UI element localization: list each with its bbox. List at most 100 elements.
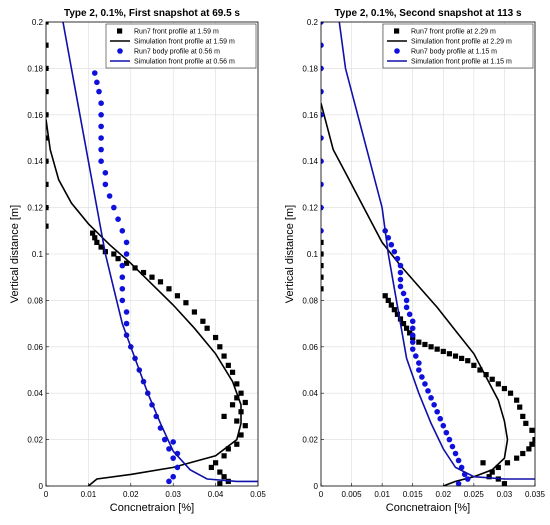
- data-point-square: [385, 297, 391, 303]
- legend-label: Run7 body profile at 0.56 m: [134, 49, 220, 56]
- data-point-square: [486, 474, 492, 480]
- y-tick-label: 0: [39, 482, 44, 491]
- data-point-square: [229, 369, 236, 375]
- data-point-circle: [437, 415, 444, 422]
- data-point-square: [514, 397, 520, 403]
- x-tick-label: 0: [44, 490, 49, 499]
- chart-2: 0 0.005 0.01 0.015 0.02 0.025 0.03 0.035 0 0.02 0.…: [284, 8, 546, 514]
- data-point-square: [217, 344, 223, 350]
- data-point-circle: [115, 216, 121, 222]
- data-point-square: [234, 395, 240, 401]
- data-point-square: [46, 181, 49, 187]
- data-point-square: [204, 325, 210, 331]
- y-tick-label: 0.1: [307, 250, 319, 259]
- data-point-circle: [123, 309, 130, 315]
- data-point-square: [225, 362, 231, 368]
- y-tick-label: 0.18: [27, 64, 43, 73]
- data-point-square: [90, 230, 96, 236]
- y-tick-label: 0.2: [307, 18, 319, 27]
- data-point-square: [98, 244, 104, 250]
- data-point-square: [111, 251, 117, 257]
- data-point-square: [221, 353, 227, 359]
- data-point-square: [523, 420, 529, 426]
- data-point-square: [229, 402, 236, 408]
- data-point-square: [480, 460, 486, 466]
- data-point-square: [46, 112, 49, 118]
- data-point-circle: [397, 269, 404, 276]
- x-tick-label: 0.005: [342, 490, 363, 499]
- data-point-circle: [98, 100, 104, 106]
- data-point-circle: [170, 455, 176, 461]
- data-point-square: [46, 135, 49, 141]
- data-point-circle: [428, 395, 434, 401]
- legend: Run7 front profile at 1.59 m Simulation f…: [105, 23, 257, 69]
- data-point-square: [520, 450, 526, 457]
- data-point-circle: [321, 42, 324, 48]
- data-point-circle: [102, 181, 109, 188]
- y-tick-label: 0.16: [27, 111, 43, 120]
- data-point-square: [404, 325, 410, 331]
- data-point-circle: [409, 318, 416, 325]
- data-point-square: [46, 42, 49, 48]
- y-tick-label: 0.02: [27, 436, 43, 445]
- data-point-circle: [391, 248, 398, 255]
- data-point-square: [394, 311, 401, 317]
- data-point-circle: [394, 255, 401, 262]
- legend-label: Run7 front profile at 2.29 m: [411, 29, 496, 36]
- y-tick-label: 0.08: [302, 296, 318, 305]
- data-point-circle: [123, 239, 130, 246]
- data-point-square: [501, 385, 508, 392]
- x-tick-label: 0.015: [403, 490, 424, 499]
- data-point-circle: [449, 443, 456, 450]
- data-point-square: [428, 344, 434, 350]
- data-point-circle: [94, 79, 100, 86]
- data-point-square: [407, 330, 413, 336]
- y-tick-label: 0.12: [302, 204, 318, 213]
- data-point-circle: [400, 290, 407, 297]
- series-line: [338, 22, 535, 480]
- data-point-square: [388, 302, 394, 308]
- data-point-circle: [98, 158, 104, 164]
- y-tick-label: 0.14: [27, 157, 43, 166]
- legend-label: Run7 body profile at 1.15 m: [411, 49, 497, 56]
- data-point-circle: [446, 436, 453, 443]
- series-line: [46, 119, 242, 486]
- y-tick-label: 0.06: [302, 343, 318, 352]
- x-tick-label: 0.03: [497, 490, 513, 499]
- data-point-circle: [98, 135, 104, 141]
- data-point-circle: [96, 88, 102, 95]
- data-point-square: [504, 460, 511, 466]
- y-axis-label: Vertical distance [m]: [284, 205, 296, 303]
- data-point-square: [157, 279, 164, 285]
- legend-circle-swatch: [394, 48, 400, 54]
- data-point-circle: [416, 367, 422, 373]
- legend-label: Simulation front profile at 1.15 m: [411, 59, 512, 66]
- legend-box: [382, 23, 534, 69]
- data-point-square: [532, 437, 535, 443]
- data-point-square: [46, 22, 49, 25]
- data-point-circle: [452, 450, 459, 457]
- data-point-circle: [425, 388, 431, 394]
- data-point-square: [459, 355, 465, 361]
- data-point-circle: [321, 181, 324, 188]
- legend-box: [105, 23, 257, 69]
- y-tick-label: 0.14: [302, 157, 318, 166]
- data-point-square: [321, 263, 324, 269]
- data-point-square: [507, 390, 514, 396]
- y-tick-label: 0.2: [32, 18, 44, 27]
- data-point-square: [321, 286, 324, 292]
- data-point-square: [483, 372, 489, 378]
- data-point-circle: [431, 402, 437, 408]
- data-point-square: [465, 358, 471, 364]
- data-point-square: [149, 274, 155, 280]
- data-point-circle: [123, 251, 130, 257]
- data-point-circle: [406, 311, 413, 318]
- data-point-square: [46, 158, 49, 164]
- x-tick-label: 0.03: [165, 490, 181, 499]
- y-tick-label: 0.08: [27, 296, 43, 305]
- data-point-circle: [170, 473, 176, 480]
- data-point-square: [440, 348, 446, 355]
- data-point-square: [217, 481, 223, 486]
- data-point-circle: [455, 457, 462, 464]
- series-group: [321, 22, 535, 486]
